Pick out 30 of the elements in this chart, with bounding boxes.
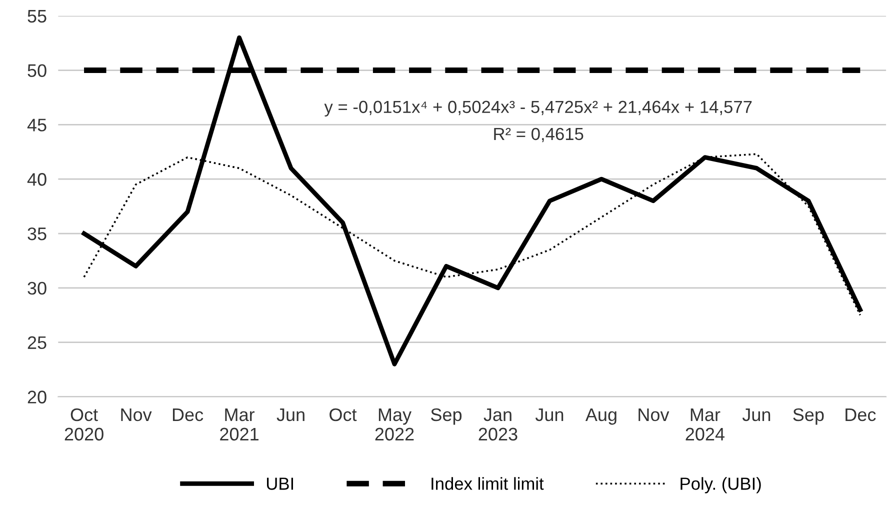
x-tick-label: Oct 2020 <box>64 408 104 441</box>
x-tick-label: Sep <box>793 408 824 425</box>
y-tick-label: 55 <box>28 10 46 23</box>
x-tick-label: Jun <box>742 408 770 422</box>
x-tick-label: Nov <box>638 408 670 422</box>
legend-label: UBI <box>267 478 293 490</box>
x-tick-label: Mar 2021 <box>220 408 258 441</box>
line-series <box>82 35 862 366</box>
x-tick-label: Aug <box>585 408 616 425</box>
y-tick-label: 20 <box>28 390 46 404</box>
y-tick-label: 40 <box>27 173 46 186</box>
y-tick-label: 25 <box>28 336 46 350</box>
annotation: y = -0,0151x⁴ + 0,5024x³ - 5,4725x² + 21,464x + 14,577 <box>324 100 752 117</box>
annotation: R² = 0,4615 <box>494 128 584 142</box>
y-tick-label: 45 <box>27 118 46 132</box>
x-tick-label: Dec <box>172 408 204 422</box>
x-tick-label: Jun <box>276 408 304 422</box>
y-tick-label: 35 <box>28 227 46 240</box>
x-tick-label: Sep <box>431 408 462 425</box>
legend-label: Poly. (UBI) <box>680 477 761 494</box>
y-tick-label: 50 <box>28 64 46 77</box>
y-tick-label: 30 <box>28 282 46 295</box>
x-tick-label: Nov <box>121 408 152 422</box>
x-tick-label: Jan 2023 <box>478 408 518 441</box>
x-tick-label: Jun <box>535 408 564 422</box>
x-tick-label: Oct <box>330 408 357 422</box>
x-tick-label: Mar 2024 <box>686 408 725 441</box>
x-tick-label: Dec <box>846 408 876 422</box>
x-tick-label: May 2022 <box>375 408 414 441</box>
legend-label: Index limit limit <box>432 477 544 490</box>
